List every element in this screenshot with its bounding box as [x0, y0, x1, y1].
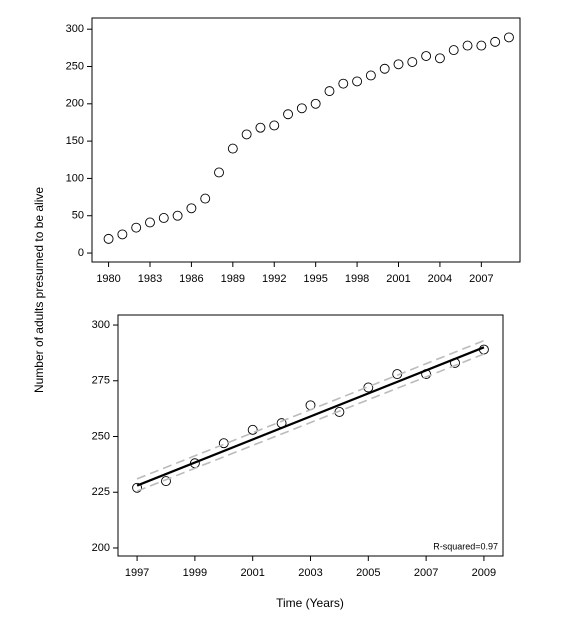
point — [161, 476, 171, 487]
y-tick-label: 0 — [78, 247, 84, 259]
point — [186, 203, 197, 214]
point — [393, 59, 404, 70]
x-tick-label: 1983 — [138, 273, 162, 285]
y-axis-label: Number of adults presumed to be alive — [32, 187, 46, 393]
point — [352, 76, 363, 87]
point — [490, 36, 501, 47]
x-tick-label: 2001 — [386, 273, 410, 285]
point — [132, 482, 143, 493]
point — [324, 86, 335, 97]
x-tick-label: 2007 — [469, 273, 493, 285]
point — [227, 143, 238, 154]
x-tick-label: 2005 — [356, 567, 380, 579]
plot-frame — [91, 17, 521, 263]
point — [214, 167, 224, 178]
y-tick-label: 300 — [92, 319, 110, 331]
point — [476, 40, 487, 51]
point — [131, 222, 142, 233]
y-tick-label: 250 — [92, 430, 110, 442]
y-tick-label: 200 — [92, 542, 110, 554]
x-tick-label: 2007 — [414, 567, 438, 579]
y-tick-label: 275 — [92, 375, 110, 387]
confidence-band — [136, 353, 485, 492]
x-tick-label: 1995 — [303, 273, 327, 285]
point — [158, 213, 169, 223]
y-tick-label: 300 — [66, 23, 84, 35]
point — [365, 70, 376, 81]
x-tick-label: 1998 — [345, 273, 369, 285]
y-tick-label: 100 — [66, 172, 84, 184]
x-tick-label: 2009 — [472, 567, 496, 579]
confidence-band — [136, 339, 485, 480]
y-tick-label: 150 — [66, 135, 84, 147]
point — [103, 233, 114, 244]
annotation: R-squared=0.97 — [433, 541, 498, 551]
point — [434, 53, 445, 64]
point — [218, 438, 229, 449]
y-tick-label: 200 — [66, 98, 84, 110]
x-tick-label: 2001 — [240, 567, 264, 579]
point — [334, 407, 345, 417]
point — [200, 193, 211, 204]
point — [296, 103, 307, 114]
point — [172, 210, 183, 221]
x-tick-label: 1992 — [262, 273, 286, 285]
y-tick-label: 250 — [66, 60, 84, 72]
x-tick-label: 1989 — [221, 273, 245, 285]
point — [338, 78, 349, 89]
point — [255, 122, 266, 133]
point — [241, 129, 252, 140]
x-tick-label: 2003 — [298, 567, 322, 579]
point — [145, 217, 155, 228]
y-tick-label: 225 — [92, 486, 110, 498]
point — [117, 229, 128, 240]
point — [379, 63, 390, 74]
point — [269, 120, 280, 131]
point — [407, 57, 418, 67]
point — [504, 32, 514, 43]
point — [448, 45, 459, 56]
point — [363, 382, 374, 393]
point — [247, 424, 258, 435]
point — [421, 51, 432, 62]
x-tick-label: 2004 — [428, 273, 452, 285]
x-tick-label: 1997 — [125, 567, 149, 579]
x-tick-label: 1980 — [96, 273, 120, 285]
x-tick-label: 1986 — [179, 273, 203, 285]
fit-line — [136, 346, 485, 487]
plot-frame — [117, 314, 504, 557]
point — [310, 98, 321, 109]
point — [462, 40, 473, 51]
point — [283, 109, 294, 120]
x-axis-label: Time (Years) — [276, 596, 344, 610]
y-tick-label: 50 — [72, 210, 84, 222]
x-tick-label: 1999 — [183, 567, 207, 579]
